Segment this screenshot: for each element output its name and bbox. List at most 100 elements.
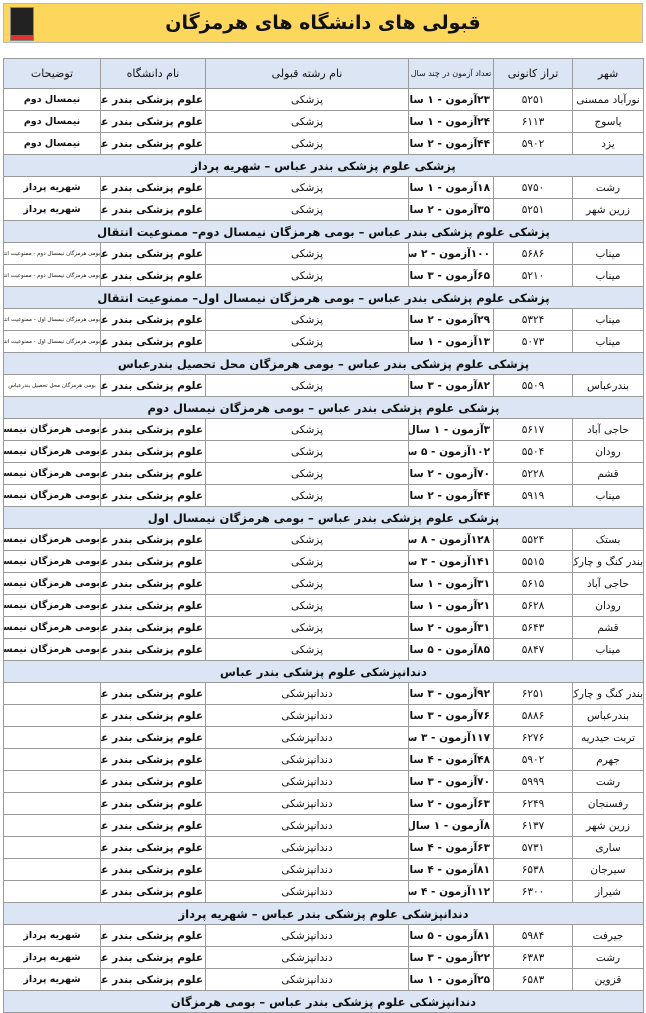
- university-cell: علوم پزشکی بندر عباس: [100, 572, 206, 595]
- score-cell: ۵۶۸۶: [493, 242, 573, 265]
- notes-cell: بومی هرمزگان نیمسال اول: [3, 572, 101, 595]
- exams-cell: ۲۳آزمون - ۱ سال: [408, 88, 494, 111]
- notes-cell: بومی هرمزگان نیمسال اول: [3, 528, 101, 551]
- score-cell: ۵۳۲۴: [493, 308, 573, 331]
- field-cell: پزشکی: [205, 330, 409, 353]
- university-cell: علوم پزشکی بندر عباس: [100, 748, 206, 771]
- section-row: پزشکی علوم پزشکی بندر عباس – بومی هرمزگا…: [3, 286, 644, 309]
- city-cell: تربت حیدریه: [572, 726, 644, 749]
- exams-cell: ۳۱آزمون - ۲ سال: [408, 616, 494, 639]
- city-cell: زرین شهر: [572, 198, 644, 221]
- field-cell: دندانپزشکی: [205, 968, 409, 991]
- score-cell: ۵۵۲۴: [493, 528, 573, 551]
- notes-cell: بومی هرمزگان نیمسال اول - ممنوعیت انتقال: [3, 308, 101, 331]
- section-title: پزشکی علوم پزشکی بندر عباس – بومی هرمزگا…: [3, 352, 644, 375]
- university-cell: علوم پزشکی بندر عباس: [100, 814, 206, 837]
- score-cell: ۵۶۲۸: [493, 594, 573, 617]
- city-cell: میناب: [572, 242, 644, 265]
- exams-cell: ۱۰۲آزمون - ۵ سال: [408, 440, 494, 463]
- score-cell: ۵۹۰۲: [493, 132, 573, 155]
- university-cell: علوم پزشکی بندر عباس: [100, 682, 206, 705]
- field-cell: دندانپزشکی: [205, 836, 409, 859]
- field-cell: پزشکی: [205, 616, 409, 639]
- exams-cell: ۴۸آزمون - ۴ سال: [408, 748, 494, 771]
- exams-cell: ۱۸آزمون - ۱ سال: [408, 176, 494, 199]
- university-cell: علوم پزشکی بندر عباس: [100, 308, 206, 331]
- city-cell: قشم: [572, 462, 644, 485]
- city-cell: رشت: [572, 176, 644, 199]
- university-cell: علوم پزشکی بندر عباس: [100, 924, 206, 947]
- university-cell: علوم پزشکی بندر عباس: [100, 638, 206, 661]
- city-cell: یاسوج: [572, 110, 644, 133]
- exams-cell: ۱۲۸آزمون - ۸ سال: [408, 528, 494, 551]
- field-cell: پزشکی: [205, 418, 409, 441]
- city-cell: سیرجان: [572, 858, 644, 881]
- score-cell: ۵۶۱۵: [493, 572, 573, 595]
- section-title: پزشکی علوم پزشکی بندر عباس – بومی هرمزگا…: [3, 220, 644, 243]
- notes-cell: شهریه پرداز: [3, 924, 101, 947]
- notes-cell: بومی هرمزگان نیمسال اول: [3, 616, 101, 639]
- field-cell: دندانپزشکی: [205, 792, 409, 815]
- university-cell: علوم پزشکی بندر عباس: [100, 704, 206, 727]
- exams-cell: ۳آزمون - ۱ سال: [408, 418, 494, 441]
- section-title: پزشکی علوم پزشکی بندر عباس – شهریه پرداز: [3, 154, 644, 177]
- exams-cell: ۱۴۱آزمون - ۳ سال: [408, 550, 494, 573]
- university-cell: علوم پزشکی بندر عباس: [100, 440, 206, 463]
- exams-cell: ۳۱آزمون - ۱ سال: [408, 572, 494, 595]
- score-cell: ۵۹۹۹: [493, 770, 573, 793]
- notes-cell: نیمسال دوم: [3, 88, 101, 111]
- exams-cell: ۲۱آزمون - ۱ سال: [408, 594, 494, 617]
- section-title: دندانپزشکی علوم پزشکی بندر عباس – بومی ه…: [3, 990, 644, 1013]
- exams-cell: ۶۳آزمون - ۴ سال: [408, 836, 494, 859]
- field-cell: دندانپزشکی: [205, 770, 409, 793]
- city-cell: بندرعباس: [572, 374, 644, 397]
- city-cell: بندر کنگ و چارک: [572, 682, 644, 705]
- score-cell: ۵۲۵۱: [493, 88, 573, 111]
- university-cell: علوم پزشکی بندر عباس: [100, 528, 206, 551]
- notes-cell: [3, 704, 101, 727]
- university-cell: علوم پزشکی بندر عباس: [100, 792, 206, 815]
- field-cell: پزشکی: [205, 132, 409, 155]
- field-cell: دندانپزشکی: [205, 726, 409, 749]
- notes-cell: شهریه پرداز: [3, 198, 101, 221]
- title-banner: قبولی های دانشگاه های هرمزگان: [3, 3, 643, 43]
- score-cell: ۵۶۴۳: [493, 616, 573, 639]
- city-cell: نورآباد ممسنی: [572, 88, 644, 111]
- score-cell: ۵۸۴۷: [493, 638, 573, 661]
- score-cell: ۶۲۵۱: [493, 682, 573, 705]
- notes-cell: نیمسال دوم: [3, 132, 101, 155]
- field-cell: پزشکی: [205, 440, 409, 463]
- university-cell: علوم پزشکی بندر عباس: [100, 132, 206, 155]
- university-cell: علوم پزشکی بندر عباس: [100, 770, 206, 793]
- score-cell: ۶۳۰۰: [493, 880, 573, 903]
- header-university: نام دانشگاه: [100, 58, 206, 89]
- exams-cell: ۳۵آزمون - ۲ سال: [408, 198, 494, 221]
- city-cell: بستک: [572, 528, 644, 551]
- field-cell: پزشکی: [205, 550, 409, 573]
- score-cell: ۵۷۳۱: [493, 836, 573, 859]
- score-cell: ۵۶۱۷: [493, 418, 573, 441]
- notes-cell: [3, 880, 101, 903]
- university-cell: علوم پزشکی بندر عباس: [100, 946, 206, 969]
- score-cell: ۵۹۸۴: [493, 924, 573, 947]
- exams-cell: ۴۴آزمون - ۲ سال: [408, 132, 494, 155]
- notes-cell: بومی هرمزگان نیمسال دوم: [3, 462, 101, 485]
- notes-cell: بومی هرمزگان نیمسال دوم - ممنوعیت انتقال: [3, 264, 101, 287]
- score-cell: ۶۵۳۸: [493, 858, 573, 881]
- section-row: دندانپزشکی علوم پزشکی بندر عباس – شهریه …: [3, 902, 644, 925]
- exams-cell: ۸آزمون - ۱ سال: [408, 814, 494, 837]
- notes-cell: [3, 682, 101, 705]
- city-cell: زرین شهر: [572, 814, 644, 837]
- exams-cell: ۸۱آزمون - ۵ سال: [408, 924, 494, 947]
